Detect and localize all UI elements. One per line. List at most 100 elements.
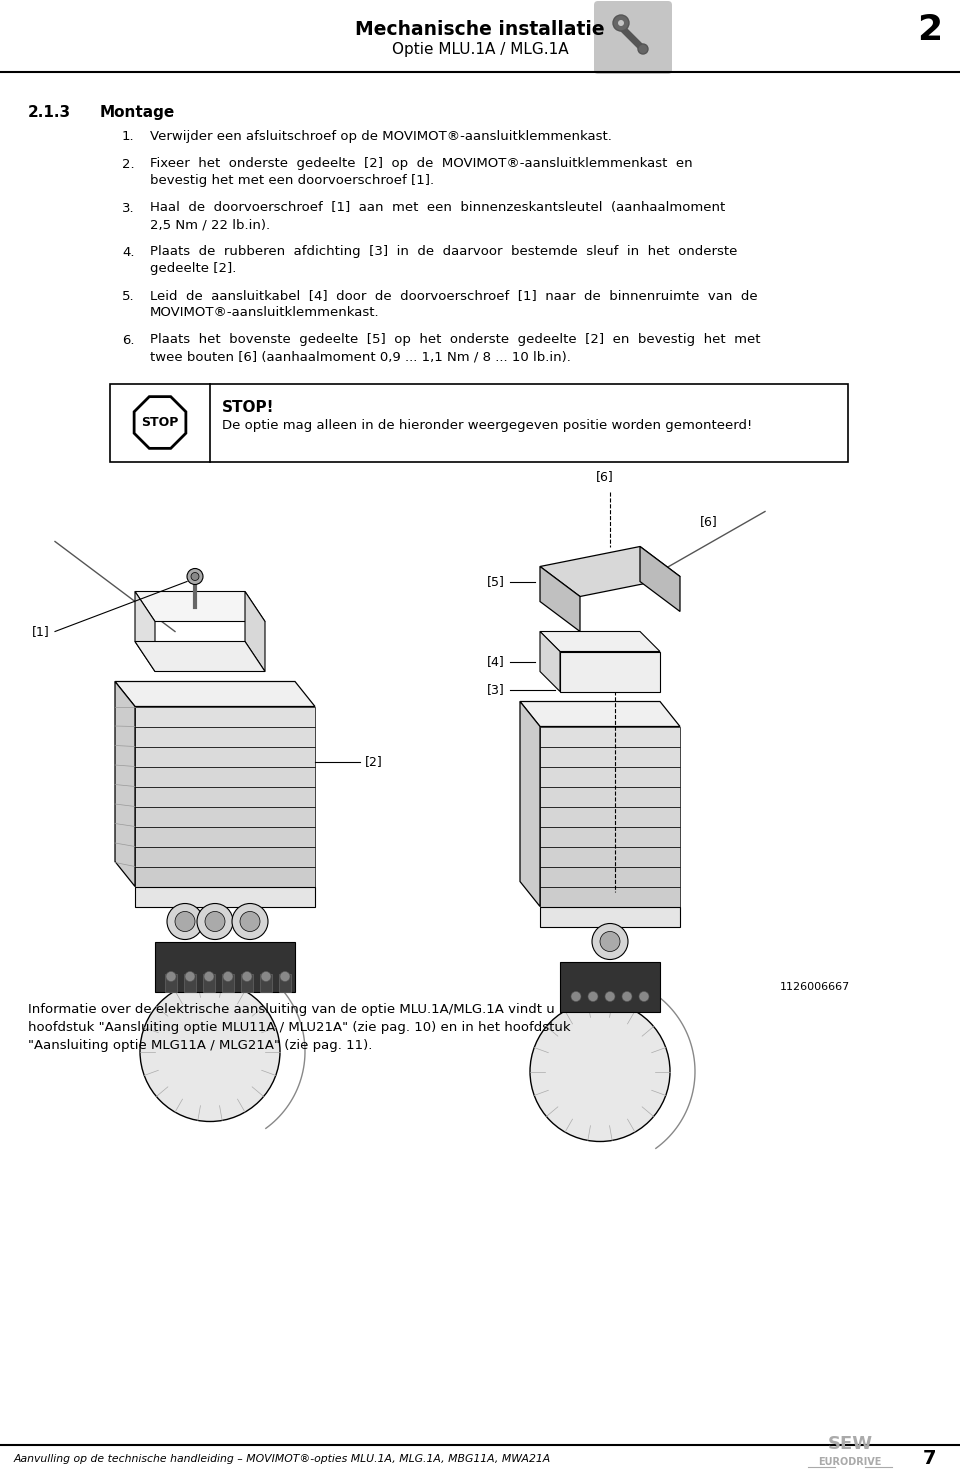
Text: 2: 2 (918, 13, 943, 47)
Text: Fixeer  het  onderste  gedeelte  [2]  op  de  MOVIMOT®-aansluitklemmenkast  en: Fixeer het onderste gedeelte [2] op de M… (150, 157, 692, 170)
Text: 1.: 1. (122, 130, 134, 143)
Polygon shape (135, 806, 315, 827)
Polygon shape (115, 682, 315, 707)
Circle shape (600, 932, 620, 951)
Circle shape (175, 911, 195, 932)
Polygon shape (155, 942, 295, 991)
Polygon shape (135, 846, 315, 867)
Text: Verwijder een afsluitschroef op de MOVIMOT®-aansluitklemmenkast.: Verwijder een afsluitschroef op de MOVIM… (150, 130, 612, 143)
Polygon shape (540, 846, 680, 867)
Circle shape (613, 15, 629, 31)
Polygon shape (134, 396, 186, 448)
Circle shape (588, 991, 598, 1001)
Text: Montage: Montage (100, 105, 176, 120)
Circle shape (240, 911, 260, 932)
Polygon shape (245, 592, 265, 671)
Circle shape (261, 972, 271, 982)
Polygon shape (560, 652, 660, 692)
Polygon shape (540, 787, 680, 806)
Bar (110, 383, 848, 461)
Polygon shape (520, 701, 540, 907)
Polygon shape (540, 886, 680, 907)
Polygon shape (540, 907, 680, 926)
Polygon shape (540, 867, 680, 886)
Circle shape (639, 991, 649, 1001)
Polygon shape (540, 566, 580, 632)
Polygon shape (540, 547, 680, 596)
Circle shape (638, 44, 648, 55)
FancyBboxPatch shape (594, 1, 672, 74)
Circle shape (232, 904, 268, 939)
Text: MOVIMOT®-aansluitklemmenkast.: MOVIMOT®-aansluitklemmenkast. (150, 306, 379, 319)
Polygon shape (540, 632, 660, 652)
Text: [1]: [1] (33, 626, 50, 637)
Polygon shape (540, 827, 680, 846)
Text: Haal  de  doorvoerschroef  [1]  aan  met  een  binnenzeskantsleutel  (aanhaalmom: Haal de doorvoerschroef [1] aan met een … (150, 201, 725, 214)
Polygon shape (560, 961, 660, 1012)
Circle shape (592, 923, 628, 960)
Text: 5.: 5. (122, 290, 134, 303)
Polygon shape (540, 632, 560, 692)
Text: [4]: [4] (488, 655, 505, 669)
Polygon shape (135, 867, 315, 886)
Text: Mechanische installatie: Mechanische installatie (355, 21, 605, 38)
Text: Plaats  de  rubberen  afdichting  [3]  in  de  daarvoor  bestemde  sleuf  in  he: Plaats de rubberen afdichting [3] in de … (150, 246, 737, 259)
Polygon shape (135, 827, 315, 846)
Text: twee bouten [6] (aanhaalmoment 0,9 ... 1,1 Nm / 8 ... 10 lb.in).: twee bouten [6] (aanhaalmoment 0,9 ... 1… (150, 351, 571, 362)
Text: bevestig het met een doorvoerschroef [1].: bevestig het met een doorvoerschroef [1]… (150, 175, 434, 186)
Text: Aanvulling op de technische handleiding – MOVIMOT®-opties MLU.1A, MLG.1A, MBG11A: Aanvulling op de technische handleiding … (14, 1454, 551, 1464)
Circle shape (166, 972, 176, 982)
Circle shape (571, 991, 581, 1001)
Bar (222, 973, 234, 991)
Text: gedeelte [2].: gedeelte [2]. (150, 262, 236, 275)
Text: "Aansluiting optie MLG11A / MLG21A" (zie pag. 11).: "Aansluiting optie MLG11A / MLG21A" (zie… (28, 1040, 372, 1053)
Text: De optie mag alleen in de hieronder weergegeven positie worden gemonteerd!: De optie mag alleen in de hieronder weer… (222, 419, 753, 432)
Bar (203, 973, 215, 991)
Text: STOP: STOP (141, 416, 179, 429)
Polygon shape (135, 766, 315, 787)
Circle shape (140, 982, 280, 1121)
Circle shape (622, 991, 632, 1001)
Circle shape (187, 568, 203, 584)
Circle shape (530, 1001, 670, 1142)
Text: 2.1.3: 2.1.3 (28, 105, 71, 120)
Text: [5]: [5] (487, 575, 505, 589)
Bar (241, 973, 253, 991)
Text: 6.: 6. (122, 333, 134, 346)
Polygon shape (540, 747, 680, 766)
Polygon shape (135, 726, 315, 747)
Circle shape (204, 972, 214, 982)
Text: EURODRIVE: EURODRIVE (818, 1457, 881, 1467)
Polygon shape (135, 592, 265, 621)
Text: 2.: 2. (122, 157, 134, 170)
Polygon shape (135, 642, 265, 671)
Bar (165, 973, 177, 991)
Text: [6]: [6] (700, 515, 718, 528)
Bar (260, 973, 272, 991)
Polygon shape (135, 592, 155, 671)
Text: 1126006667: 1126006667 (780, 982, 850, 991)
Text: 7: 7 (924, 1449, 937, 1469)
Text: Optie MLU.1A / MLG.1A: Optie MLU.1A / MLG.1A (392, 41, 568, 58)
Polygon shape (520, 701, 680, 726)
Polygon shape (135, 747, 315, 766)
Circle shape (223, 972, 233, 982)
Polygon shape (115, 682, 135, 886)
Circle shape (242, 972, 252, 982)
Text: Plaats  het  bovenste  gedeelte  [5]  op  het  onderste  gedeelte  [2]  en  beve: Plaats het bovenste gedeelte [5] op het … (150, 333, 760, 346)
Text: [2]: [2] (365, 754, 383, 768)
Text: Informatie over de elektrische aansluiting van de optie MLU.1A/MLG.1A vindt u in: Informatie over de elektrische aansluiti… (28, 1003, 597, 1016)
Circle shape (185, 972, 195, 982)
Bar (184, 973, 196, 991)
Polygon shape (540, 766, 680, 787)
Polygon shape (135, 787, 315, 806)
Circle shape (205, 911, 225, 932)
Text: SEW: SEW (828, 1435, 873, 1452)
Text: hoofdstuk "Aansluiting optie MLU11A / MLU21A" (zie pag. 10) en in het hoofdstuk: hoofdstuk "Aansluiting optie MLU11A / ML… (28, 1022, 570, 1034)
Bar (279, 973, 291, 991)
Circle shape (197, 904, 233, 939)
Polygon shape (135, 886, 315, 907)
Text: [3]: [3] (488, 683, 505, 697)
Circle shape (605, 991, 615, 1001)
Polygon shape (540, 806, 680, 827)
